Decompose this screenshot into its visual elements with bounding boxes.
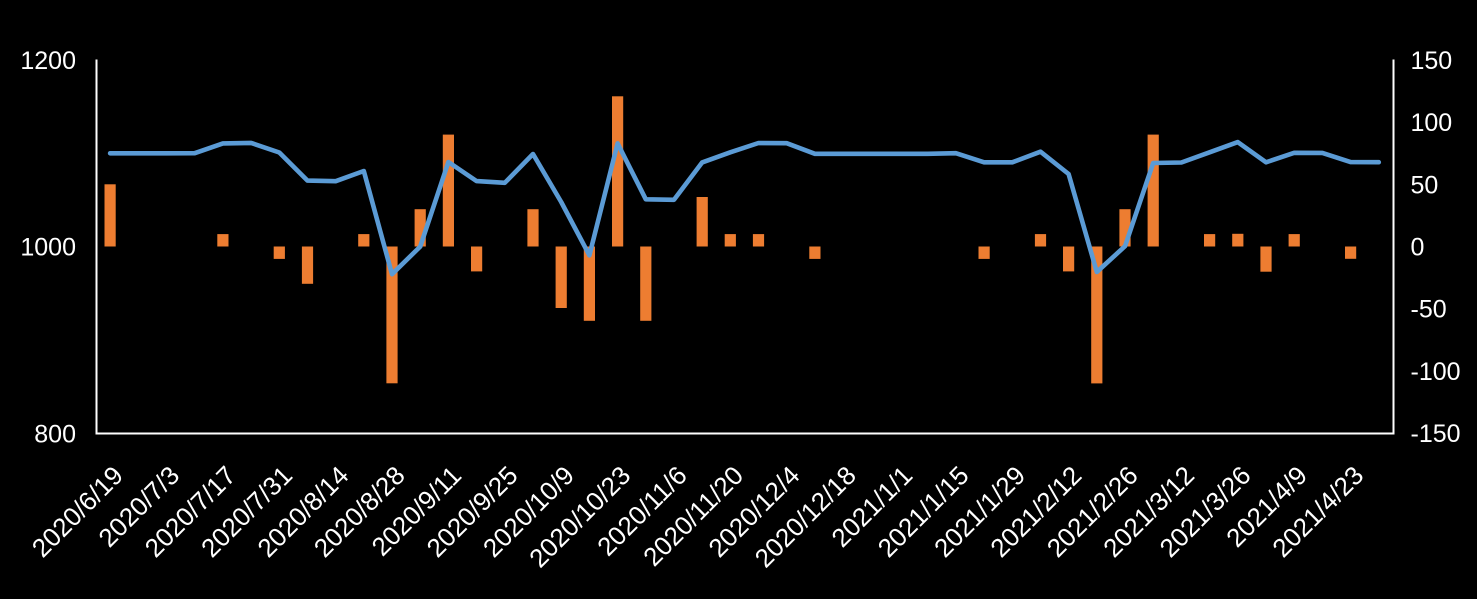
svg-text:150: 150 [1411, 47, 1453, 75]
svg-text:-50: -50 [1411, 296, 1447, 324]
svg-text:100: 100 [1411, 109, 1453, 137]
svg-text:50: 50 [1411, 171, 1439, 199]
svg-text:1000: 1000 [20, 234, 76, 262]
svg-text:1200: 1200 [20, 47, 76, 75]
svg-text:-150: -150 [1411, 420, 1461, 448]
svg-text:800: 800 [34, 420, 76, 448]
svg-text:-100: -100 [1411, 358, 1461, 386]
svg-text:0: 0 [1411, 234, 1425, 262]
